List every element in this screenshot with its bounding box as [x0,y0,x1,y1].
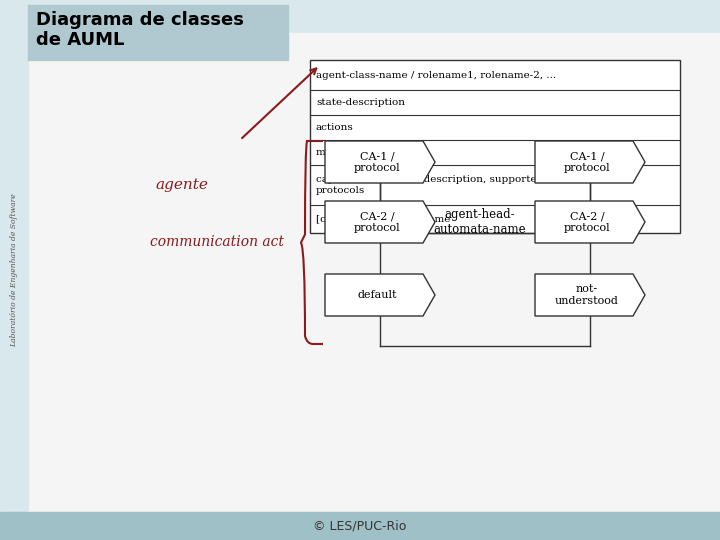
Text: actions: actions [316,123,354,132]
Text: communication act: communication act [150,235,284,249]
Text: state-description: state-description [316,98,405,107]
Bar [0,30,28,510]
Polygon shape [535,274,645,316]
Text: Laboratório de Engenharia de Software: Laboratório de Engenharia de Software [10,193,18,347]
Text: agent-head-
automata-name: agent-head- automata-name [433,208,526,236]
Text: capabilities, service description, supported
protocols: capabilities, service description, suppo… [316,176,544,195]
Text: Diagrama de classes
de AUML: Diagrama de classes de AUML [36,11,244,49]
Polygon shape [325,274,435,316]
Bar [28,33,720,512]
Text: [constraint] society-name: [constraint] society-name [316,214,451,224]
Text: default: default [357,290,397,300]
Text: © LES/PUC-Rio: © LES/PUC-Rio [313,519,407,532]
Polygon shape [325,201,435,243]
Polygon shape [325,141,435,183]
Text: not-
understood: not- understood [555,284,619,306]
Text: CA-1 /
protocol: CA-1 / protocol [354,151,400,173]
Text: CA-1 /
protocol: CA-1 / protocol [564,151,611,173]
Bar [0,512,720,540]
Text: methods: methods [316,148,361,157]
Bar [28,5,288,60]
Bar [310,60,680,233]
Text: CA-2 /
protocol: CA-2 / protocol [564,211,611,233]
Text: agent-class-name / rolename1, rolename-2, ...: agent-class-name / rolename1, rolename-2… [316,71,556,79]
Polygon shape [535,201,645,243]
Text: agente: agente [155,178,208,192]
Text: CA-2 /
protocol: CA-2 / protocol [354,211,400,233]
Polygon shape [535,141,645,183]
